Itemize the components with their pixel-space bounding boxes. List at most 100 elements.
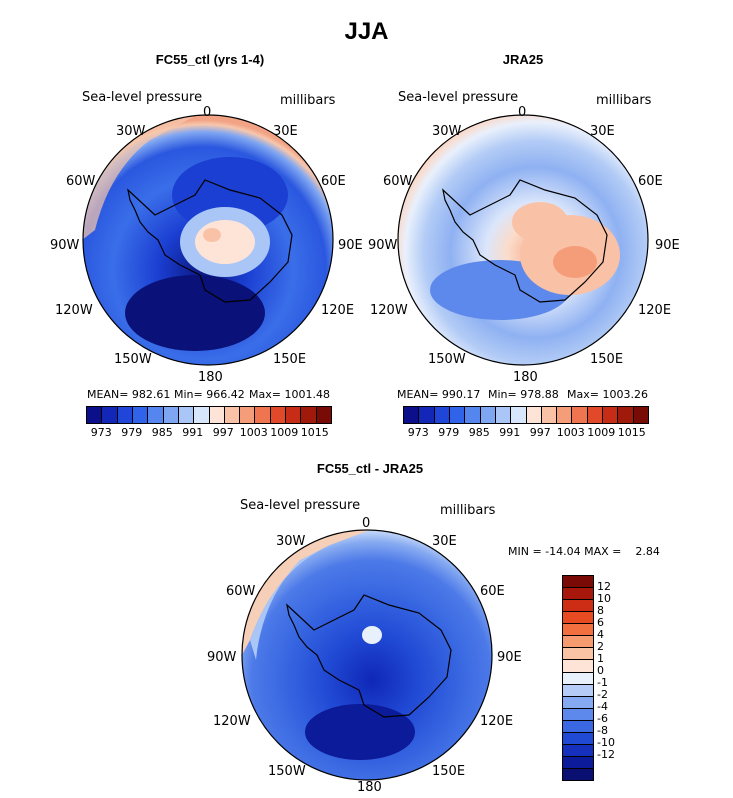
- panel-3-lon-120e: 120E: [480, 714, 514, 729]
- colorbar-swatch: [563, 576, 593, 589]
- panel-3-units: millibars: [440, 503, 496, 518]
- colorbar-swatch: [404, 407, 420, 423]
- panel-2-mean: MEAN= 990.17: [397, 388, 481, 401]
- panel-1-lon-60w: 60W: [66, 174, 96, 189]
- panel-1-colorbar-ticks: 973 979 985 991 997 1003 1009 1015: [86, 426, 330, 440]
- panel-2-title: JRA25: [502, 52, 544, 67]
- panel-3-lon-60w: 60W: [226, 584, 256, 599]
- panel-2-max: Max= 1003.26: [567, 388, 648, 401]
- colorbar-tick-label: 1015: [300, 426, 329, 439]
- colorbar-tick-label: 979: [121, 426, 143, 439]
- colorbar-swatch: [563, 684, 593, 697]
- colorbar-swatch: [603, 407, 619, 423]
- colorbar-swatch: [102, 407, 118, 423]
- colorbar-swatch: [563, 612, 593, 625]
- colorbar-tick-label: -1: [597, 676, 608, 689]
- panel-1-lon-60e: 60E: [321, 174, 346, 189]
- colorbar-tick-label: 8: [597, 604, 604, 617]
- colorbar-swatch: [563, 732, 593, 745]
- colorbar-swatch: [434, 407, 450, 423]
- colorbar-swatch: [224, 407, 241, 423]
- panel-2-coastline: [442, 179, 608, 303]
- colorbar-swatch: [449, 407, 466, 423]
- colorbar-tick-label: -4: [597, 700, 608, 713]
- panel-3-map: [242, 530, 492, 780]
- panel-1-lon-120w: 120W: [55, 303, 93, 318]
- panel-3-lon-120w: 120W: [213, 714, 251, 729]
- colorbar-swatch: [618, 407, 634, 423]
- colorbar-swatch: [563, 769, 593, 781]
- panel-3-colorbar: [562, 575, 594, 781]
- panel-3-coastline: [286, 594, 452, 718]
- panel-1-mean: MEAN= 982.61: [87, 388, 171, 401]
- colorbar-tick-label: 1003: [239, 426, 268, 439]
- colorbar-tick-label: 985: [151, 426, 173, 439]
- panel-2-variable: Sea-level pressure: [398, 90, 519, 105]
- colorbar-swatch: [194, 407, 210, 423]
- colorbar-swatch: [163, 407, 179, 423]
- colorbar-swatch: [563, 744, 593, 757]
- panel-1-coastline: [127, 179, 293, 303]
- panel-1-variable: Sea-level pressure: [82, 90, 203, 105]
- panel-1-colorbar: [86, 406, 332, 424]
- colorbar-tick-label: -12: [597, 748, 615, 761]
- colorbar-swatch: [87, 407, 103, 423]
- panel-2-lon-60e: 60E: [638, 174, 663, 189]
- colorbar-tick-label: -10: [597, 736, 615, 749]
- panel-1-lon-150e: 150E: [273, 352, 307, 367]
- panel-3-lon-30e: 30E: [432, 534, 457, 549]
- colorbar-tick-label: 973: [90, 426, 112, 439]
- colorbar-tick-label: 6: [597, 616, 604, 629]
- colorbar-tick-label: 10: [597, 592, 611, 605]
- panel-3-lon-150w: 150W: [268, 764, 306, 779]
- panel-3-lon-30w: 30W: [276, 534, 306, 549]
- panel-1-title: FC55_ctl (yrs 1-4): [155, 52, 265, 67]
- panel-3-colorbar-ticks: 12 10 8 6 4 2 1 0 -1 -2 -4 -6 -8 -10 -12: [597, 575, 637, 779]
- colorbar-swatch: [316, 407, 331, 423]
- colorbar-swatch: [148, 407, 164, 423]
- colorbar-swatch: [270, 407, 287, 423]
- colorbar-swatch: [465, 407, 481, 423]
- colorbar-swatch: [541, 407, 558, 423]
- colorbar-swatch: [178, 407, 195, 423]
- panel-1-lon-150w: 150W: [114, 352, 152, 367]
- colorbar-swatch: [557, 407, 573, 423]
- colorbar-swatch: [255, 407, 271, 423]
- colorbar-tick-label: 2: [597, 640, 604, 653]
- panel-3-title: FC55_ctl - JRA25: [316, 461, 424, 476]
- panel-3-lon-0: 0: [362, 516, 371, 531]
- colorbar-swatch: [526, 407, 542, 423]
- panel-2-lon-60w: 60W: [383, 174, 413, 189]
- colorbar-swatch: [563, 756, 593, 769]
- figure-title: JJA: [344, 18, 389, 45]
- panel-3-min-max: MIN = -14.04 MAX = 2.84: [508, 545, 660, 558]
- panel-2-lon-150w: 150W: [428, 352, 466, 367]
- colorbar-tick-label: 12: [597, 580, 611, 593]
- panel-3-lon-90e: 90E: [497, 650, 522, 665]
- panel-3-variable: Sea-level pressure: [240, 498, 361, 513]
- colorbar-tick-label: 973: [407, 426, 429, 439]
- colorbar-swatch: [480, 407, 496, 423]
- panel-3-lon-60e: 60E: [480, 584, 505, 599]
- colorbar-swatch: [209, 407, 225, 423]
- panel-1-lon-30e: 30E: [273, 124, 298, 139]
- panel-2-lon-0: 0: [518, 105, 527, 120]
- colorbar-swatch: [587, 407, 604, 423]
- panel-2-colorbar-ticks: 973 979 985 991 997 1003 1009 1015: [403, 426, 647, 440]
- colorbar-swatch: [117, 407, 133, 423]
- panel-1-lon-90e: 90E: [338, 238, 363, 253]
- colorbar-swatch: [511, 407, 527, 423]
- colorbar-tick-label: 1003: [556, 426, 585, 439]
- panel-2-lon-120w: 120W: [370, 303, 408, 318]
- panel-2-lon-90e: 90E: [655, 238, 680, 253]
- colorbar-swatch: [563, 636, 593, 649]
- panel-2-colorbar: [403, 406, 649, 424]
- panel-1-lon-90w: 90W: [50, 238, 80, 253]
- panel-1-lon-120e: 120E: [321, 303, 355, 318]
- panel-2-units: millibars: [596, 93, 652, 108]
- colorbar-tick-label: 997: [529, 426, 551, 439]
- colorbar-tick-label: -2: [597, 688, 608, 701]
- colorbar-tick-label: 991: [182, 426, 204, 439]
- colorbar-swatch: [419, 407, 435, 423]
